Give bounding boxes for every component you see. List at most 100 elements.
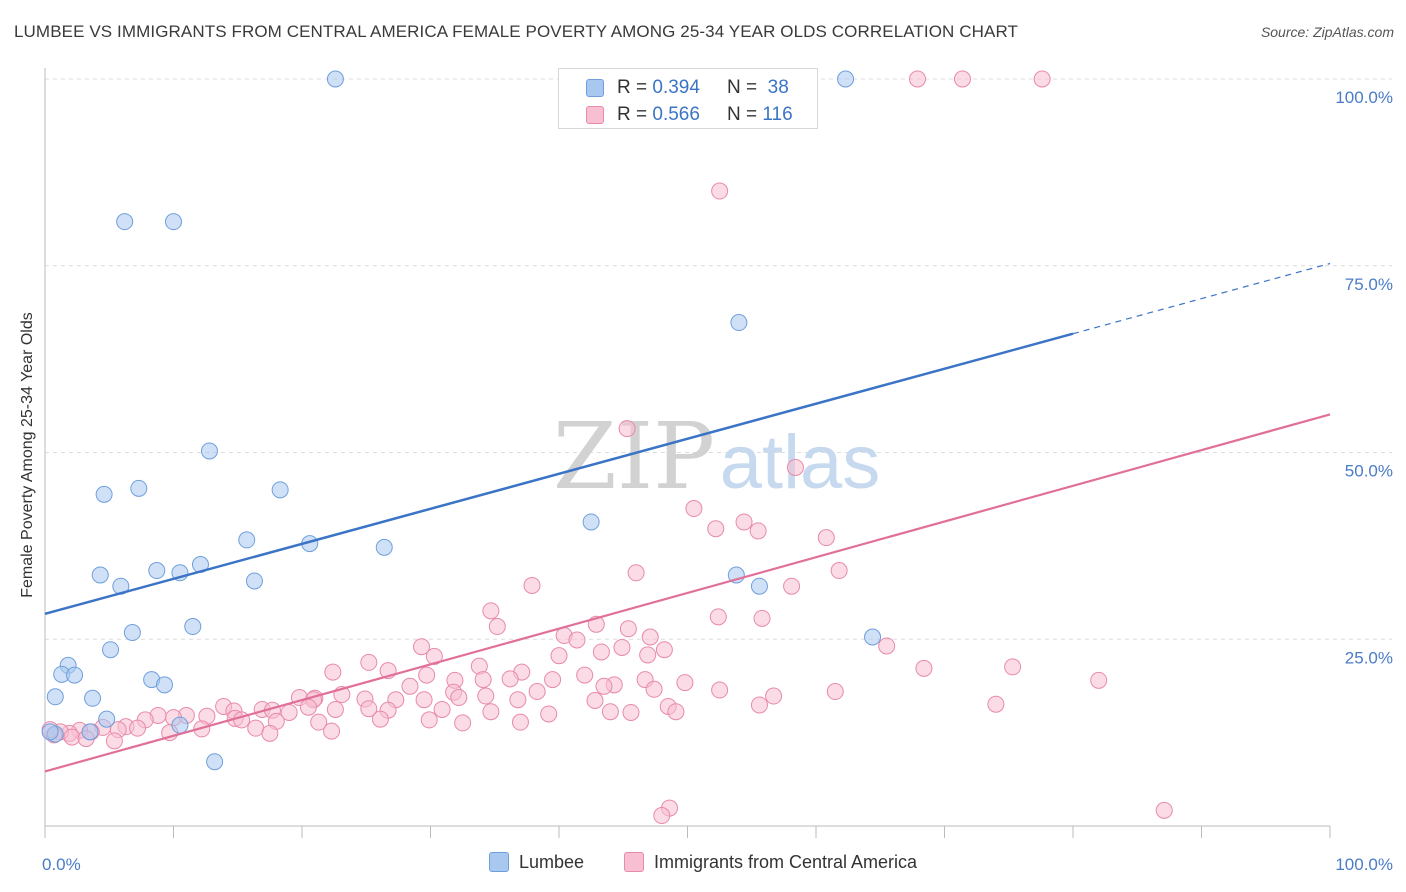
point-immigrants — [750, 696, 768, 714]
point-immigrants — [817, 529, 835, 547]
point-lumbee — [102, 641, 120, 659]
point-lumbee — [238, 531, 256, 549]
grid-lines — [45, 78, 1392, 640]
point-immigrants — [826, 683, 844, 701]
point-immigrants — [1033, 70, 1051, 88]
legend-swatch-lumbee — [489, 852, 509, 872]
point-immigrants — [953, 70, 971, 88]
legend-label-lumbee: Lumbee — [519, 852, 585, 872]
y-tick-label: 75.0% — [1345, 275, 1393, 294]
trend-line-immigrants — [44, 413, 1331, 773]
point-lumbee — [156, 676, 174, 694]
point-immigrants — [324, 663, 342, 681]
correlation-legend: R = 0.394 N = 38 R = 0.566 N = 116 — [558, 68, 818, 129]
point-immigrants — [371, 710, 389, 728]
legend-n: N = 38 — [727, 77, 789, 98]
point-immigrants — [63, 728, 81, 746]
point-lumbee — [750, 577, 768, 595]
point-lumbee — [123, 624, 141, 642]
trend-line-lumbee-extension — [1072, 262, 1331, 335]
point-immigrants — [474, 671, 492, 689]
point-immigrants — [878, 637, 896, 655]
point-immigrants — [540, 705, 558, 723]
point-immigrants — [310, 713, 328, 731]
point-immigrants — [360, 700, 378, 718]
point-immigrants — [418, 666, 436, 684]
point-immigrants — [653, 807, 671, 825]
point-immigrants — [1155, 801, 1173, 819]
tick-labels: 25.0% 50.0% 75.0% 100.0% 0.0% 100.0% — [42, 88, 1393, 874]
point-lumbee — [864, 628, 882, 646]
point-lumbee — [91, 566, 109, 584]
point-immigrants — [765, 687, 783, 705]
point-immigrants — [749, 522, 767, 540]
point-immigrants — [420, 711, 438, 729]
watermark-zip: ZIP — [553, 403, 715, 510]
point-lumbee — [84, 689, 102, 707]
point-immigrants — [528, 683, 546, 701]
point-lumbee — [271, 481, 289, 499]
point-lumbee — [206, 753, 224, 771]
point-immigrants — [622, 703, 640, 721]
point-immigrants — [509, 691, 527, 709]
point-immigrants — [709, 608, 727, 626]
point-immigrants — [523, 576, 541, 594]
point-immigrants — [753, 609, 771, 627]
point-immigrants — [618, 420, 636, 438]
point-lumbee — [130, 479, 148, 497]
point-immigrants — [639, 646, 657, 664]
point-immigrants — [413, 638, 431, 656]
point-lumbee — [245, 572, 263, 590]
point-lumbee — [148, 562, 166, 580]
trend-line-lumbee — [44, 332, 1074, 616]
point-immigrants — [667, 703, 685, 721]
point-lumbee — [326, 70, 344, 88]
point-lumbee — [165, 213, 182, 231]
point-immigrants — [707, 520, 725, 538]
series-legend: Lumbee Immigrants from Central America — [0, 852, 1406, 878]
point-immigrants — [595, 677, 613, 695]
point-immigrants — [511, 713, 529, 731]
legend-swatch-lumbee — [586, 79, 604, 97]
point-immigrants — [450, 689, 468, 707]
point-immigrants — [830, 562, 848, 580]
x-tick-label: 0.0% — [42, 855, 81, 874]
point-immigrants — [568, 631, 586, 649]
point-immigrants — [586, 692, 604, 710]
point-lumbee — [200, 442, 218, 460]
point-immigrants — [641, 628, 659, 646]
point-immigrants — [613, 638, 631, 656]
point-immigrants — [711, 681, 729, 699]
point-lumbee — [837, 70, 855, 88]
point-lumbee — [730, 314, 748, 332]
point-immigrants — [360, 653, 378, 671]
point-immigrants — [987, 695, 1005, 713]
point-immigrants — [488, 618, 506, 636]
point-lumbee — [46, 688, 64, 706]
legend-item-lumbee: Lumbee — [489, 852, 584, 873]
point-immigrants — [433, 700, 451, 718]
point-immigrants — [323, 722, 341, 740]
point-immigrants — [601, 703, 619, 721]
point-lumbee — [95, 485, 113, 503]
trend-lines — [44, 262, 1331, 773]
watermark: ZIP atlas — [553, 403, 880, 510]
series-lumbee — [41, 70, 882, 771]
point-immigrants — [401, 677, 419, 695]
point-immigrants — [711, 182, 729, 200]
point-immigrants — [105, 732, 123, 750]
legend-r: R = 0.394 — [617, 77, 700, 98]
point-immigrants — [915, 659, 933, 677]
chart-source: Source: ZipAtlas.com — [1260, 24, 1394, 40]
y-tick-label: 50.0% — [1345, 462, 1393, 481]
point-immigrants — [1004, 658, 1022, 676]
point-immigrants — [299, 698, 317, 716]
legend-r: R = 0.566 — [617, 104, 700, 125]
point-immigrants — [655, 641, 673, 659]
point-immigrants — [645, 680, 663, 698]
point-lumbee — [171, 716, 189, 734]
point-immigrants — [482, 703, 500, 721]
point-lumbee — [184, 618, 202, 636]
point-immigrants — [786, 458, 804, 476]
